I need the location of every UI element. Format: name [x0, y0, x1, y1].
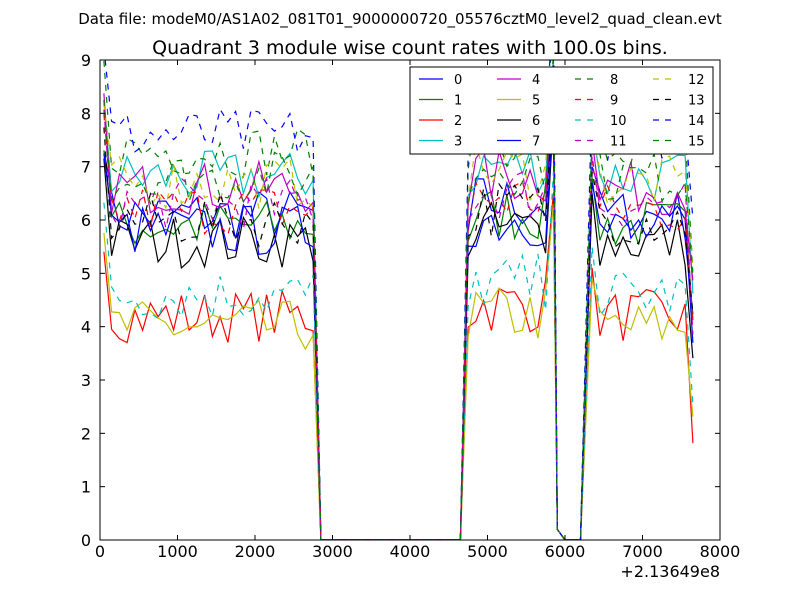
- legend-label-6: 6: [532, 114, 540, 129]
- legend-label-3: 3: [454, 135, 462, 150]
- series-line-7: [103, 107, 694, 540]
- series-line-13: [103, 97, 694, 540]
- series-line-5: [103, 203, 694, 540]
- y-tick-label: 3: [81, 371, 91, 390]
- y-tick-label: 8: [81, 104, 91, 123]
- y-tick-label: 0: [81, 531, 91, 550]
- x-tick-label: 1000: [157, 542, 198, 561]
- legend-box: [409, 66, 714, 155]
- x-tick-label: 0: [95, 542, 105, 561]
- chart-title: Quadrant 3 module wise count rates with …: [152, 37, 668, 59]
- y-tick-label: 9: [81, 51, 91, 70]
- legend-label-14: 14: [688, 114, 705, 129]
- legend-label-11: 11: [610, 135, 627, 150]
- x-axis: 0 1000 2000 3000 4000 5000 6000 7000 8000: [95, 60, 740, 561]
- y-tick-label: 7: [81, 158, 91, 177]
- legend-label-13: 13: [688, 94, 705, 109]
- y-tick-label: 4: [81, 318, 91, 337]
- legend-label-4: 4: [532, 73, 540, 88]
- legend-label-7: 7: [532, 135, 540, 150]
- legend-label-2: 2: [454, 114, 462, 129]
- series-line-15: [103, 60, 694, 540]
- x-tick-label: 8000: [700, 542, 741, 561]
- y-tick-label: 1: [81, 478, 91, 497]
- legend-label-8: 8: [610, 73, 618, 88]
- x-tick-label: 6000: [545, 542, 586, 561]
- x-tick-label: 4000: [390, 542, 431, 561]
- y-tick-label: 5: [81, 264, 91, 283]
- legend-label-0: 0: [454, 73, 462, 88]
- x-tick-label: 7000: [622, 542, 663, 561]
- x-tick-label: 5000: [467, 542, 508, 561]
- legend-label-5: 5: [532, 94, 540, 109]
- legend-label-10: 10: [610, 114, 627, 129]
- series-line-4: [103, 65, 694, 540]
- x-axis-offset-label: +2.13649e8: [620, 562, 720, 581]
- x-tick-label: 2000: [235, 542, 276, 561]
- legend-label-9: 9: [610, 94, 618, 109]
- y-tick-label: 2: [81, 424, 91, 443]
- legend-label-12: 12: [688, 73, 705, 88]
- legend-label-15: 15: [688, 135, 705, 150]
- series-line-6: [103, 118, 694, 540]
- y-tick-label: 6: [81, 211, 91, 230]
- legend-label-1: 1: [454, 94, 462, 109]
- figure-suptitle: Data file: modeM0/AS1A02_081T01_90000007…: [78, 10, 722, 29]
- x-tick-label: 3000: [312, 542, 353, 561]
- series-line-11: [103, 81, 694, 540]
